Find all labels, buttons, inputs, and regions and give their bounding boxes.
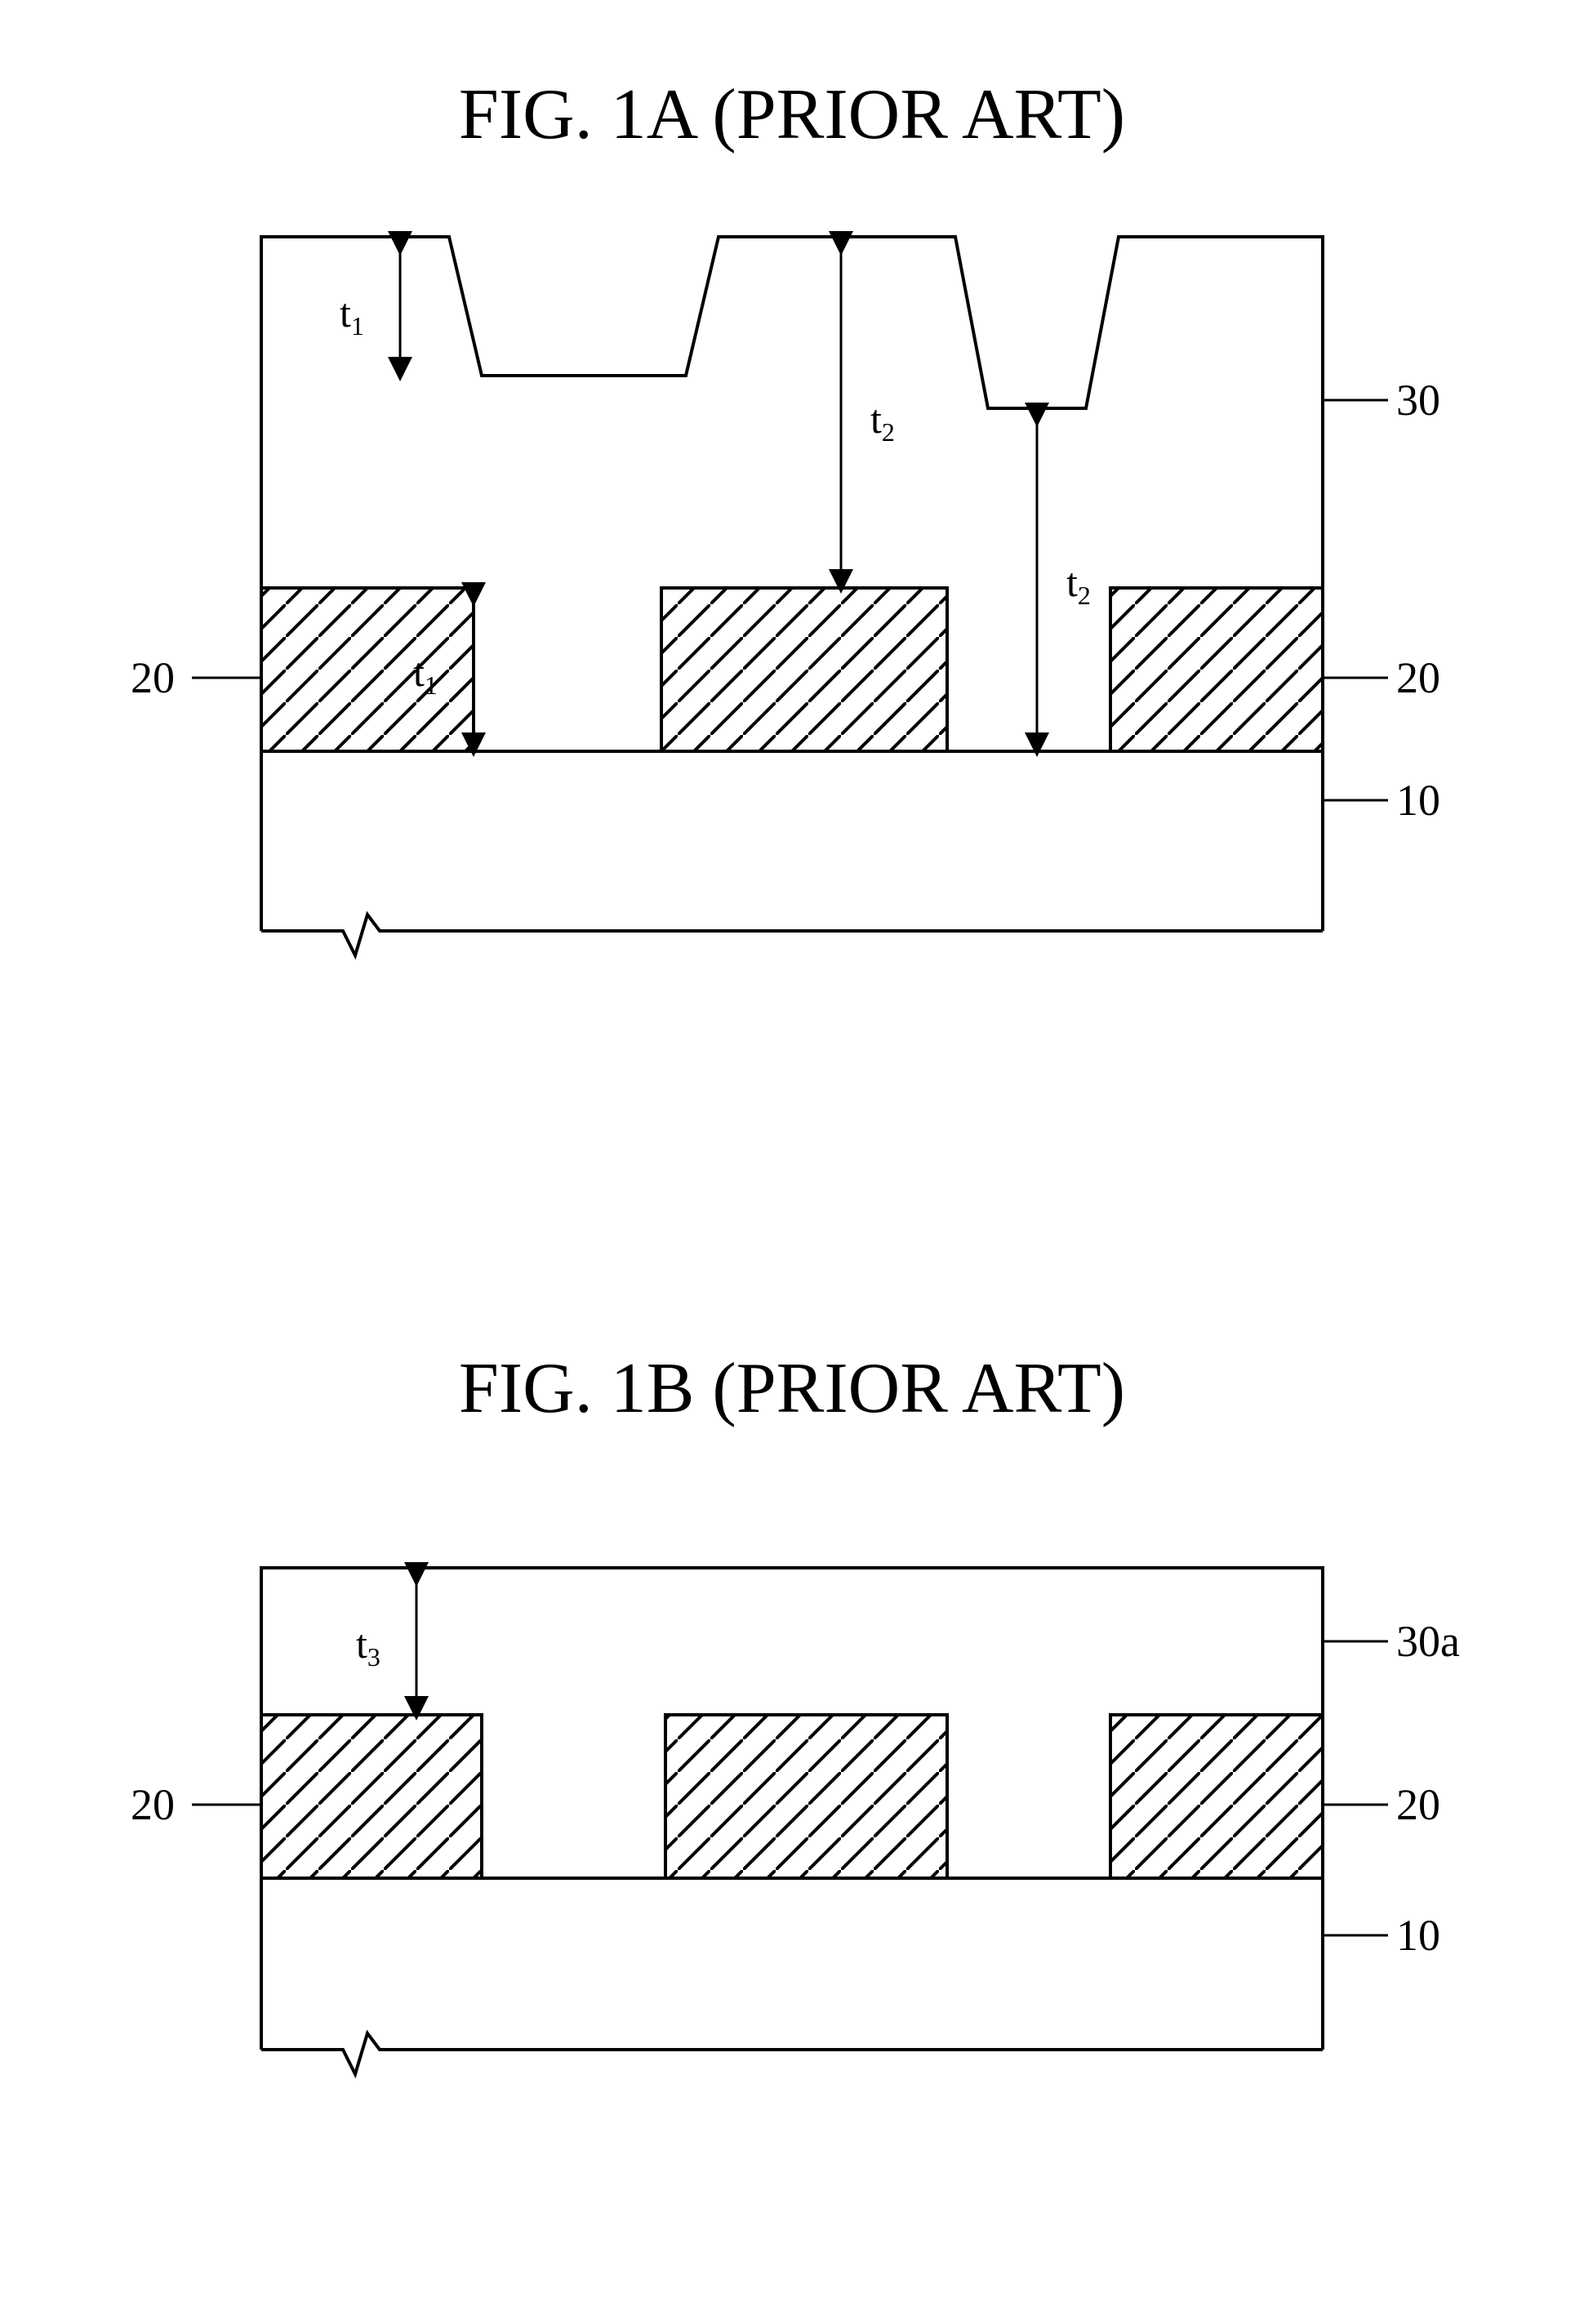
fig-a-block-3	[1110, 588, 1323, 751]
fig-a-label-20l: 20	[131, 653, 175, 702]
fig-b-top-profile	[261, 1568, 1323, 1715]
fig-b-label-10: 10	[1396, 1911, 1440, 1960]
fig-a-label-20r: 20	[1396, 653, 1440, 702]
fig-b-t3-label: t3	[356, 1621, 380, 1672]
fig-a-block-2	[661, 588, 947, 751]
fig-b-label-20r: 20	[1396, 1780, 1440, 1829]
figure-a-title: FIG. 1A (PRIOR ART)	[0, 73, 1584, 156]
figure-b-diagram: t3 30a 20 10 20	[122, 1543, 1462, 2131]
fig-a-label-30: 30	[1396, 376, 1440, 425]
fig-b-label-30a: 30a	[1396, 1617, 1460, 1666]
fig-b-label-20l: 20	[131, 1780, 175, 1829]
fig-b-block-3	[1110, 1715, 1323, 1878]
fig-a-top-profile	[261, 237, 1323, 588]
fig-b-block-1	[261, 1715, 482, 1878]
figure-b-title-text: FIG. 1B (PRIOR ART)	[459, 1349, 1125, 1428]
figure-a-title-text: FIG. 1A (PRIOR ART)	[459, 75, 1125, 154]
fig-b-substrate-break	[261, 2033, 1323, 2074]
fig-a-t1-top-label: t1	[340, 290, 364, 341]
fig-b-block-2	[665, 1715, 947, 1878]
fig-a-label-10: 10	[1396, 776, 1440, 825]
fig-a-block-1	[261, 588, 474, 751]
figure-b-title: FIG. 1B (PRIOR ART)	[0, 1347, 1584, 1430]
figure-a-diagram: t1 t1 t2 t2 30 20 10 20	[122, 212, 1462, 996]
fig-a-t2a-label: t2	[870, 396, 895, 447]
fig-a-t2b-label: t2	[1066, 559, 1091, 610]
fig-a-substrate-break	[261, 915, 1323, 955]
